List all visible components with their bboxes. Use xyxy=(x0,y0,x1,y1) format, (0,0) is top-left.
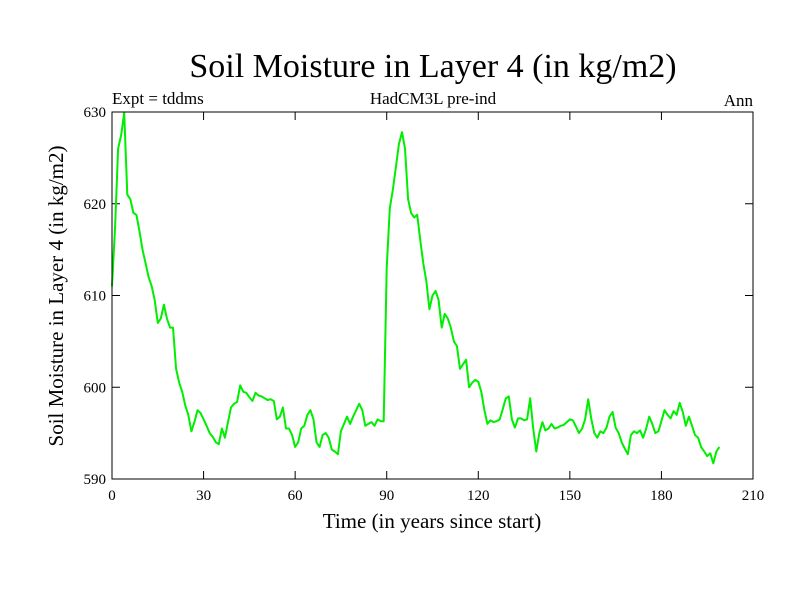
model-label: HadCM3L pre-ind xyxy=(370,89,497,108)
y-tick-label: 620 xyxy=(84,197,107,213)
x-tick-label: 90 xyxy=(379,488,394,504)
x-tick-label: 60 xyxy=(288,488,303,504)
x-tick-label: 120 xyxy=(467,488,490,504)
y-tick-label: 600 xyxy=(84,380,107,396)
plot-frame xyxy=(111,111,754,480)
series-line-0 xyxy=(111,111,721,465)
axis-ticks: 0 30 60 90 120 150 180 210 590 600 610 620 630 xyxy=(84,105,765,504)
x-tick-label: 150 xyxy=(559,488,582,504)
x-tick-label: 0 xyxy=(108,488,116,504)
x-tick-label: 30 xyxy=(196,488,211,504)
x-tick-label: 180 xyxy=(650,488,673,504)
x-tick-label: 210 xyxy=(742,488,765,504)
y-tick-label: 590 xyxy=(84,472,107,488)
period-label: Ann xyxy=(724,91,754,110)
y-axis-label: Soil Moisture in Layer 4 (in kg/m2) xyxy=(44,146,68,447)
experiment-label: Expt = tddms xyxy=(112,89,204,108)
x-axis-label: Time (in years since start) xyxy=(323,509,542,533)
y-tick-label: 610 xyxy=(84,289,107,305)
chart-title: Soil Moisture in Layer 4 (in kg/m2) xyxy=(189,48,676,85)
series-layer xyxy=(111,111,721,465)
y-tick-label: 630 xyxy=(84,105,107,121)
